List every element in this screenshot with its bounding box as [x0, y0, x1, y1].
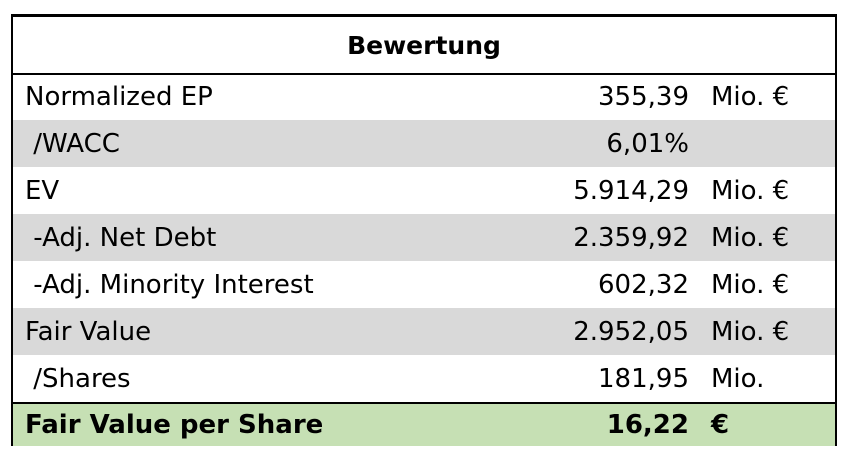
- row-label: EV: [25, 175, 60, 206]
- row-unit: Mio. €: [711, 269, 790, 300]
- row-unit: Mio.: [711, 363, 765, 394]
- table-row: EV 5.914,29 Mio. €: [13, 167, 835, 214]
- row-label: -Adj. Minority Interest: [25, 269, 314, 300]
- row-unit: Mio. €: [711, 81, 790, 112]
- row-label: /WACC: [25, 128, 120, 159]
- row-unit: Mio. €: [711, 175, 790, 206]
- table-header: Bewertung: [13, 17, 835, 75]
- total-label: Fair Value per Share: [25, 410, 324, 440]
- table-row: /Shares 181,95 Mio.: [13, 355, 835, 402]
- row-value: 181,95: [598, 363, 689, 394]
- row-label: -Adj. Net Debt: [25, 222, 217, 253]
- row-label: Fair Value: [25, 316, 152, 347]
- row-unit: Mio. €: [711, 316, 790, 347]
- row-value: 602,32: [598, 269, 689, 300]
- row-unit: Mio. €: [711, 222, 790, 253]
- table-row: -Adj. Minority Interest 602,32 Mio. €: [13, 261, 835, 308]
- total-row: Fair Value per Share 16,22 €: [13, 402, 835, 446]
- table-row: /WACC 6,01%: [13, 120, 835, 167]
- row-value: 6,01%: [606, 128, 689, 159]
- row-value: 5.914,29: [573, 175, 689, 206]
- table-row: Normalized EP 355,39 Mio. €: [13, 73, 835, 120]
- row-value: 2.952,05: [573, 316, 689, 347]
- row-value: 2.359,92: [573, 222, 689, 253]
- total-unit: €: [711, 410, 730, 440]
- table-title: Bewertung: [347, 30, 501, 60]
- table-row: Fair Value 2.952,05 Mio. €: [13, 308, 835, 355]
- total-value: 16,22: [606, 410, 689, 440]
- valuation-table: Bewertung Normalized EP 355,39 Mio. € /W…: [11, 14, 837, 446]
- row-label: Normalized EP: [25, 81, 213, 112]
- row-label: /Shares: [25, 363, 131, 394]
- row-value: 355,39: [598, 81, 689, 112]
- table-row: -Adj. Net Debt 2.359,92 Mio. €: [13, 214, 835, 261]
